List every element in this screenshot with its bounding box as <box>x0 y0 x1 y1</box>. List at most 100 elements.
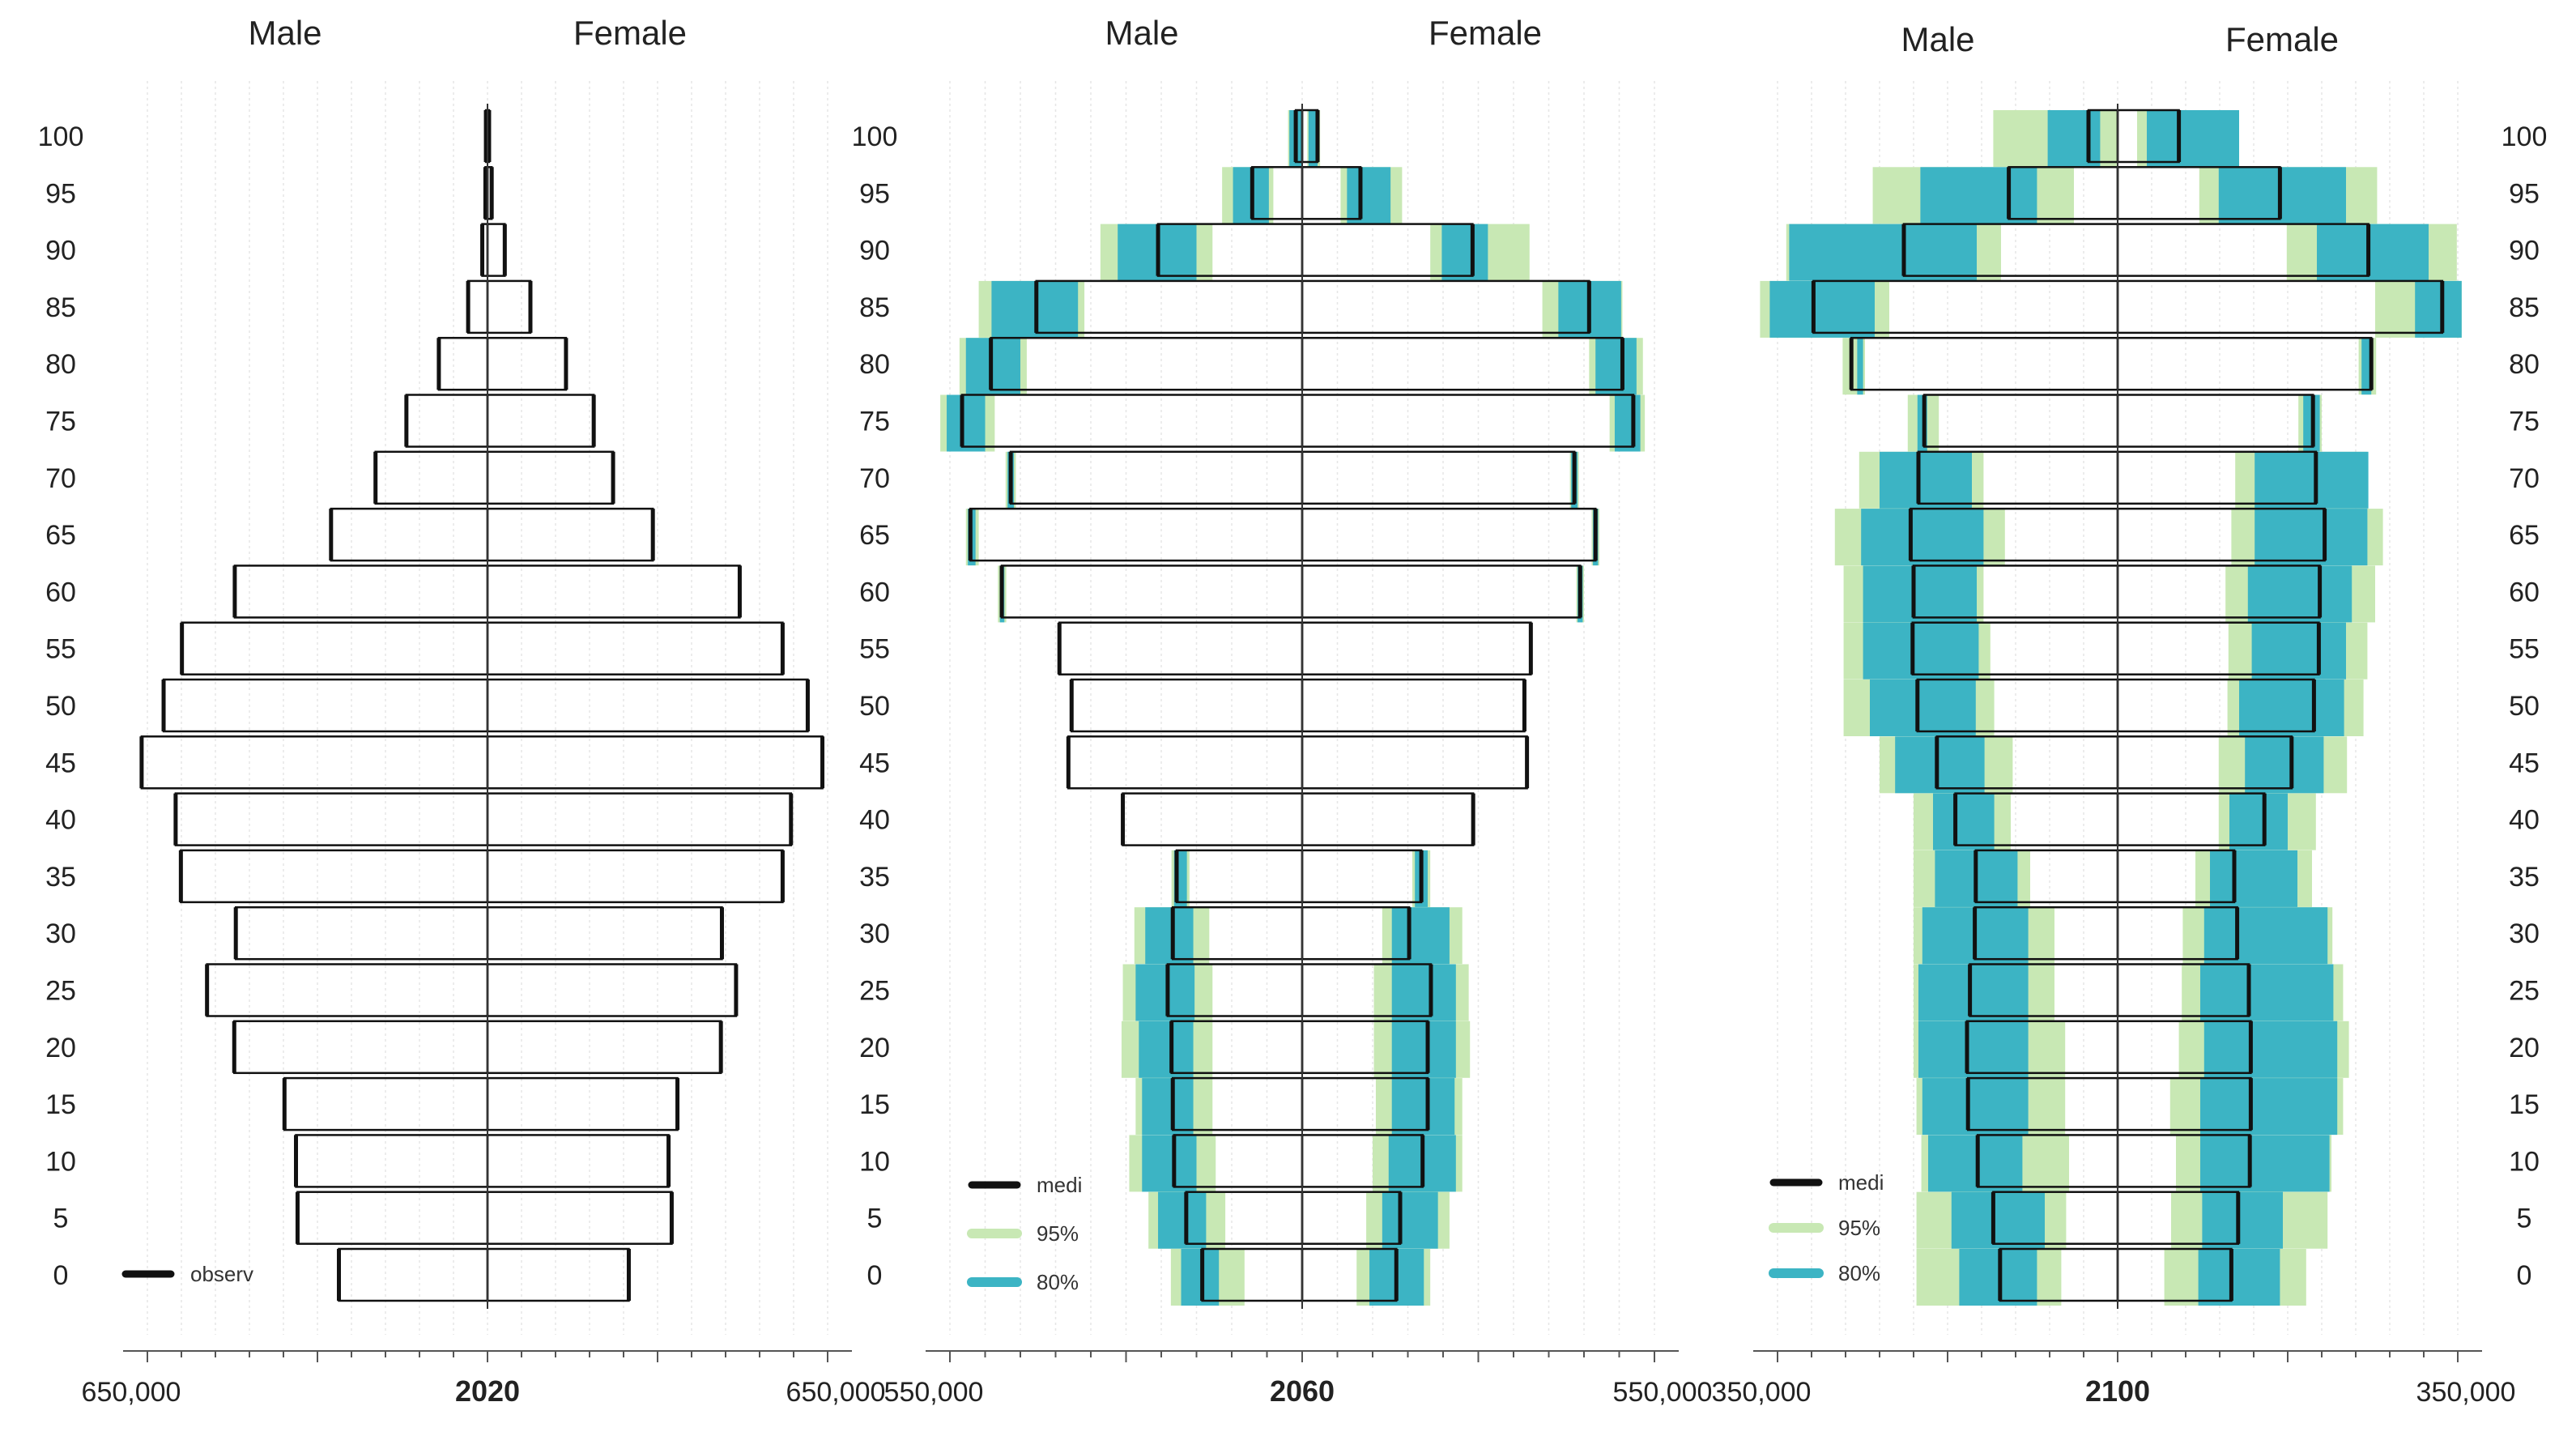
female-median-bar-age-45 <box>486 735 824 790</box>
female-pi80-band-age-20 <box>1391 1021 1456 1078</box>
female-median-bar-age-75 <box>486 394 595 448</box>
female-median-bar-age-60 <box>486 565 741 619</box>
female-pi80-band-age-90 <box>1441 224 1488 281</box>
female-median-bar-age-35 <box>486 849 784 904</box>
female-pi80-band-age-45 <box>2245 736 2324 794</box>
female-pi80-band-age-10 <box>2200 1135 2330 1192</box>
male-pi80-band-age-75 <box>947 394 986 452</box>
male-pi80-band-age-95 <box>1920 167 2037 224</box>
male-median-bar-age-20 <box>233 1020 489 1075</box>
legend-label-pi80: 80% <box>1838 1261 1880 1285</box>
age-tick-label: 90 <box>45 236 76 266</box>
female-pi80-band-age-40 <box>2229 793 2288 850</box>
age-tick-label: 75 <box>2509 407 2540 437</box>
x-tick-label-left: 350,000 <box>1712 1377 1812 1408</box>
female-pi80-band-age-5 <box>1382 1191 1438 1249</box>
age-tick-label: 15 <box>2509 1089 2540 1120</box>
age-tick-label: 85 <box>859 292 890 323</box>
female-median-bar-age-30 <box>486 905 723 961</box>
legend-label-median: observ <box>190 1262 253 1286</box>
year-label: 2060 <box>1270 1374 1335 1408</box>
age-tick-label: 10 <box>859 1146 890 1177</box>
age-tick-label: 55 <box>859 634 890 665</box>
age-tick-label: 85 <box>2509 292 2540 323</box>
age-tick-label: 80 <box>45 349 76 380</box>
male-header: Male <box>248 14 321 52</box>
female-pi80-band-age-55 <box>2251 622 2346 680</box>
age-tick-label: 100 <box>2501 121 2548 152</box>
male-median-bar-age-80 <box>1850 336 2119 391</box>
age-tick-label: 10 <box>45 1146 76 1177</box>
age-tick-label: 25 <box>859 976 890 1007</box>
female-pi80-band-age-0 <box>2198 1249 2280 1306</box>
age-tick-label: 20 <box>45 1033 76 1063</box>
male-pi80-band-age-0 <box>1181 1249 1220 1306</box>
x-tick-label-left: 650,000 <box>82 1377 181 1408</box>
age-tick-label: 35 <box>859 862 890 893</box>
legend-label-pi80: 80% <box>1037 1270 1079 1294</box>
female-pi80-band-age-95 <box>1347 167 1391 224</box>
pyramid-panel-2100: 0 5 10 15 20 25 30 35 40 45 50 55 60 65 70 75 80 85 90 95 10… <box>1712 20 2548 1408</box>
male-median-bar-age-10 <box>295 1134 489 1188</box>
female-pi80-band-age-65 <box>2255 509 2368 566</box>
legend-label-pi95: 95% <box>1838 1216 1880 1240</box>
female-median-bar-age-85 <box>486 279 532 334</box>
female-median-bar-age-0 <box>486 1247 630 1302</box>
male-pi80-band-age-10 <box>1928 1135 2023 1192</box>
female-median-bar-age-10 <box>486 1134 670 1188</box>
male-median-bar-age-45 <box>140 735 489 790</box>
female-median-bar-age-15 <box>486 1076 679 1131</box>
male-pi80-band-age-65 <box>1861 509 1984 566</box>
female-pi80-band-age-15 <box>2200 1078 2338 1136</box>
male-median-bar-age-35 <box>180 849 489 904</box>
age-tick-label: 75 <box>859 407 890 437</box>
female-pi80-band-age-70 <box>2255 451 2369 509</box>
male-pi80-band-age-70 <box>1880 451 1972 509</box>
male-pi80-band-age-40 <box>1933 793 1995 850</box>
male-median-bar-age-70 <box>374 450 489 505</box>
age-tick-label: 5 <box>2517 1204 2532 1234</box>
age-tick-label: 50 <box>859 691 890 722</box>
age-tick-label: 70 <box>859 463 890 494</box>
female-median-bar-age-70 <box>1301 450 1576 505</box>
female-header: Female <box>2225 20 2339 58</box>
male-pi80-band-age-50 <box>1870 680 1976 736</box>
female-median-bar-age-25 <box>486 963 738 1017</box>
age-tick-label: 60 <box>45 577 76 607</box>
male-pi80-band-age-25 <box>1135 964 1195 1021</box>
male-median-bar-age-75 <box>960 394 1304 448</box>
legend-label-pi95: 95% <box>1037 1221 1079 1246</box>
age-tick-label: 20 <box>2509 1033 2540 1063</box>
age-tick-label: 0 <box>2517 1260 2532 1291</box>
pyramid-panel-2020: 0510152025303540455055606570758085909510… <box>38 14 886 1408</box>
age-tick-label: 45 <box>2509 748 2540 778</box>
male-pi80-band-age-25 <box>1918 964 2029 1021</box>
female-header: Female <box>573 14 687 52</box>
female-median-bar-age-55 <box>1301 621 1532 675</box>
age-tick-label: 0 <box>867 1260 883 1291</box>
male-median-bar-age-30 <box>234 905 489 961</box>
age-tick-label: 90 <box>2509 236 2540 266</box>
age-tick-label: 25 <box>45 976 76 1007</box>
age-tick-label: 80 <box>2509 349 2540 380</box>
age-tick-label: 55 <box>2509 634 2540 665</box>
female-median-bar-age-65 <box>1301 507 1597 562</box>
female-pi80-band-age-20 <box>2203 1021 2338 1078</box>
female-pi80-band-age-75 <box>1614 394 1641 452</box>
legend-label-median: medi <box>1838 1170 1884 1195</box>
year-label: 2100 <box>2085 1374 2150 1408</box>
age-tick-label: 40 <box>45 805 76 836</box>
female-pi80-band-age-95 <box>2218 167 2346 224</box>
age-tick-label: 95 <box>2509 178 2540 209</box>
age-tick-label: 0 <box>53 1260 69 1291</box>
age-tick-label: 40 <box>2509 805 2540 836</box>
age-tick-label: 15 <box>45 1089 76 1120</box>
age-tick-label: 85 <box>45 292 76 323</box>
male-pi80-band-age-60 <box>1863 565 1977 623</box>
female-pi80-band-age-85 <box>2415 280 2462 338</box>
male-median-bar-age-50 <box>162 678 489 733</box>
age-tick-label: 60 <box>859 577 890 607</box>
age-tick-label: 35 <box>45 862 76 893</box>
legend: medi 95% 80% <box>967 1173 1082 1294</box>
female-median-bar-age-75 <box>2116 394 2314 448</box>
